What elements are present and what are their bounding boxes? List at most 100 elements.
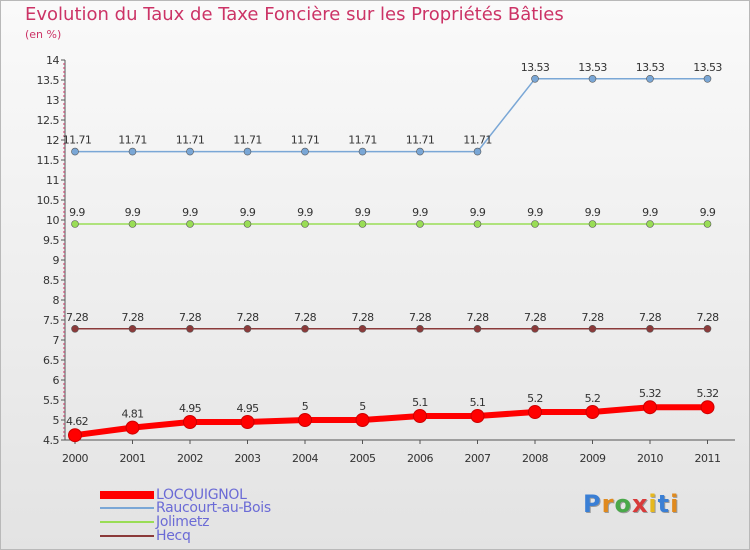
proxiti-logo: Proxiti — [583, 490, 680, 518]
data-label: 13.53 — [521, 61, 550, 74]
data-point — [528, 405, 542, 419]
data-point — [588, 324, 597, 333]
legend-item: Hecq — [100, 529, 191, 543]
data-point — [358, 147, 367, 156]
data-point — [473, 324, 482, 333]
data-label: 5.2 — [527, 392, 543, 405]
data-point — [301, 324, 309, 333]
data-point — [470, 409, 485, 423]
data-point — [473, 147, 482, 156]
data-point — [128, 324, 137, 333]
x-tick-label: 2000 — [62, 452, 88, 465]
x-tick-label: 2008 — [522, 452, 548, 465]
data-label: 7.28 — [409, 311, 432, 324]
data-label: 9.9 — [355, 206, 371, 219]
data-label: 5.1 — [412, 396, 428, 409]
data-point — [416, 147, 424, 156]
data-point — [413, 409, 427, 423]
x-tick-label: 2003 — [235, 452, 261, 465]
data-point — [125, 420, 140, 435]
data-point — [643, 400, 657, 415]
y-tick-label: 9.5 — [43, 234, 59, 247]
y-tick-label: 7 — [53, 334, 60, 347]
data-point — [646, 220, 654, 228]
data-label: 9.9 — [470, 206, 486, 219]
data-label: 5 — [302, 400, 309, 413]
y-tick-label: 6.5 — [43, 354, 59, 367]
data-point — [298, 413, 312, 427]
data-point — [703, 220, 712, 228]
x-tick-label: 2010 — [637, 452, 663, 465]
data-label: 9.9 — [642, 206, 658, 219]
data-label: 7.28 — [581, 311, 604, 324]
y-tick-label: 10 — [46, 214, 59, 227]
x-tick-label: 2009 — [580, 452, 606, 465]
legend-label: Raucourt-au-Bois — [156, 500, 271, 516]
data-label: 7.28 — [351, 311, 374, 324]
x-tick-label: 2002 — [177, 452, 203, 465]
data-label: 5.1 — [470, 396, 486, 409]
y-tick-label: 5.5 — [43, 394, 59, 407]
data-label: 9.9 — [240, 206, 256, 219]
data-label: 13.53 — [636, 61, 665, 74]
data-label: 9.9 — [297, 206, 313, 219]
data-label: 9.9 — [700, 206, 716, 219]
data-point — [243, 147, 252, 156]
legend-label: Jolimetz — [156, 514, 210, 530]
legend-label: Hecq — [156, 528, 191, 544]
data-label: 5.2 — [585, 392, 601, 405]
x-tick-label: 2007 — [465, 452, 491, 465]
data-point — [700, 400, 715, 415]
data-label: 7.28 — [466, 311, 489, 324]
y-tick-label: 9 — [53, 254, 60, 267]
data-label: 11.71 — [63, 134, 92, 147]
data-label: 13.53 — [578, 61, 607, 74]
data-point — [585, 405, 600, 419]
data-point — [355, 413, 370, 427]
legend-swatch — [100, 535, 154, 537]
data-label: 11.71 — [406, 134, 435, 147]
data-point — [531, 324, 539, 333]
y-tick-label: 13 — [46, 94, 59, 107]
data-label: 4.95 — [236, 402, 259, 415]
data-point — [588, 75, 597, 83]
data-point — [531, 75, 539, 83]
data-point — [183, 415, 197, 429]
data-label: 7.28 — [121, 311, 144, 324]
data-point — [186, 324, 194, 333]
data-point — [703, 75, 712, 83]
data-label: 7.28 — [524, 311, 547, 324]
data-point — [243, 220, 252, 228]
y-tick-label: 8.5 — [43, 274, 59, 287]
x-tick-label: 2004 — [292, 452, 318, 465]
data-label: 11.71 — [233, 134, 262, 147]
y-tick-label: 13.5 — [37, 74, 60, 87]
data-label: 9.9 — [69, 206, 85, 219]
data-label: 9.9 — [585, 206, 601, 219]
legend-swatch — [100, 491, 154, 499]
y-tick-label: 14 — [46, 54, 59, 67]
data-point — [128, 147, 137, 156]
y-tick-label: 11.5 — [37, 154, 60, 167]
data-point — [71, 324, 79, 333]
data-label: 7.28 — [236, 311, 259, 324]
legend-label: LOCQUIGNOL — [156, 487, 247, 503]
data-label: 5.32 — [639, 387, 661, 400]
x-tick-label: 2011 — [695, 452, 721, 465]
data-point — [358, 324, 367, 333]
data-label: 4.81 — [121, 408, 143, 421]
legend-item: Jolimetz — [100, 515, 209, 529]
data-label: 7.28 — [696, 311, 719, 324]
x-tick-label: 2001 — [120, 452, 146, 465]
y-tick-label: 12 — [46, 134, 59, 147]
data-label: 9.9 — [527, 206, 543, 219]
y-tick-label: 6 — [53, 374, 60, 387]
data-point — [646, 75, 654, 83]
y-unit-label: (en %) — [25, 28, 62, 41]
data-label: 9.9 — [125, 206, 141, 219]
data-point — [68, 428, 82, 443]
y-tick-label: 7.5 — [43, 314, 59, 327]
data-label: 11.71 — [463, 134, 492, 147]
y-tick-label: 10.5 — [37, 194, 60, 207]
